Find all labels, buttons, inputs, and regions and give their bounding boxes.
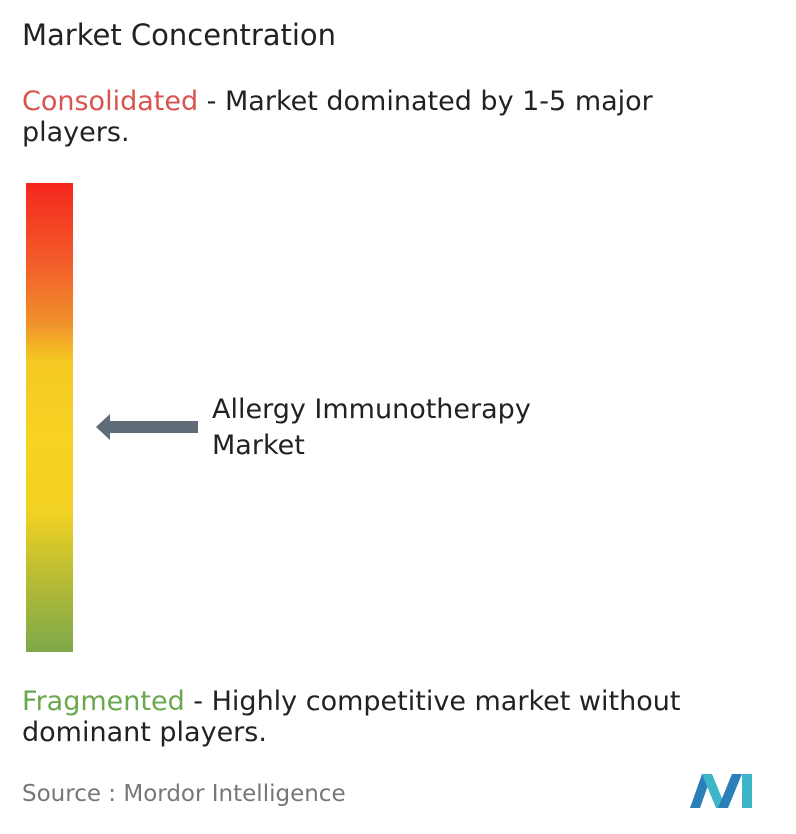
consolidated-description: - Market dominated by 1-5 major players. (22, 86, 662, 148)
fragmented-text: Fragmented - Highly competitive market w… (22, 686, 792, 748)
market-label: Allergy Immunotherapy Market (212, 394, 531, 461)
fragmented-label: Fragmented (22, 686, 185, 717)
concentration-gradient (26, 183, 73, 652)
consolidated-label: Consolidated (22, 86, 199, 117)
logo-part (718, 774, 742, 808)
fragmented-description: - Highly competitive market without domi… (22, 686, 690, 748)
logo-part (742, 774, 752, 808)
source: Source : Mordor Intelligence (22, 781, 346, 807)
consolidated-text: Consolidated - Market dominated by 1-5 m… (22, 86, 762, 148)
arrow (96, 414, 198, 440)
title: Market Concentration (22, 18, 337, 52)
logo-part (702, 774, 726, 808)
logo (690, 774, 752, 808)
arrow-shape (96, 414, 198, 440)
